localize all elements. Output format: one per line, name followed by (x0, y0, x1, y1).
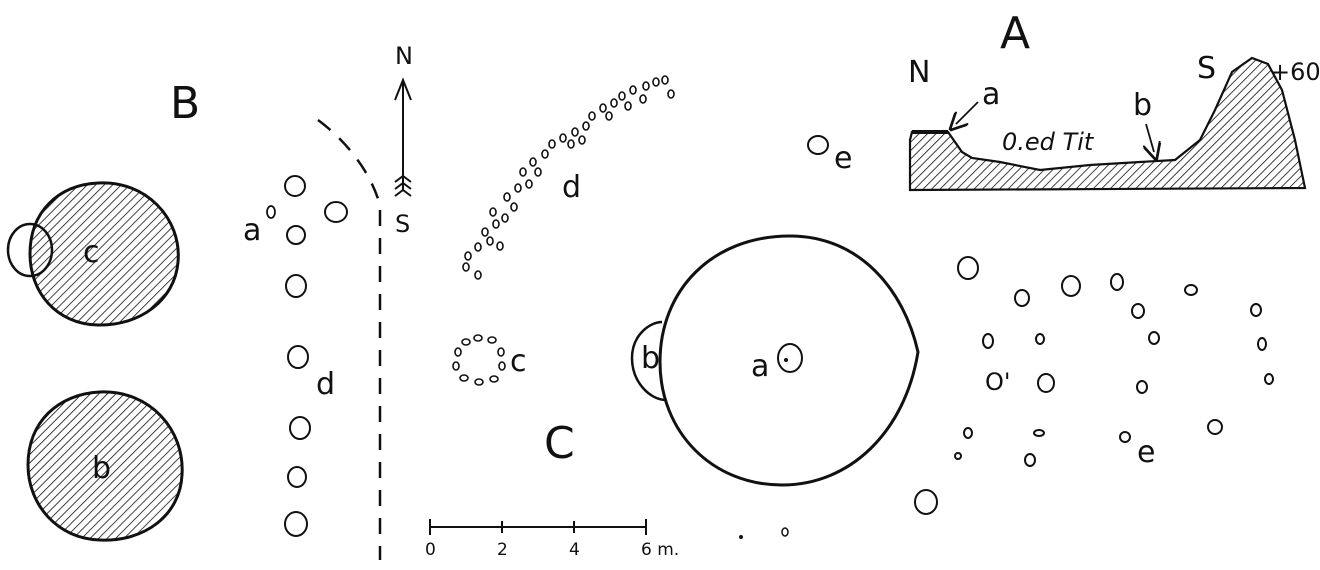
mound-c-label: c (83, 235, 100, 270)
profile-a-arrow (956, 101, 979, 124)
scale-tick-4: 4 (569, 540, 580, 560)
scale-bar: 0 2 4 6 m. (425, 519, 679, 560)
field-o-label: O' (985, 368, 1011, 396)
stone-ring-c (452, 334, 506, 386)
profile-b-label: b (1133, 88, 1152, 123)
profile-north-label: N (908, 55, 930, 90)
arc-d-label: d (562, 170, 581, 205)
profile-south-label: S (1197, 51, 1216, 86)
annex-b (630, 320, 667, 402)
figure-a-letter: A (1000, 8, 1030, 59)
point-a-label: a (243, 213, 261, 248)
scale-tick-6: 6 m. (641, 540, 679, 560)
marker-e (807, 135, 829, 155)
figure-c: d c C b a e (452, 75, 920, 539)
north-arrow: N S (394, 42, 413, 238)
point-a-marker (266, 205, 276, 219)
stone-row-d (284, 175, 348, 537)
mound-a (658, 234, 920, 487)
profile-a-label: a (982, 77, 1000, 112)
marker-e-label: e (834, 141, 852, 176)
small-stone (781, 527, 789, 537)
figure-c-letter: C (544, 418, 575, 469)
profile-b-arrow (1146, 123, 1154, 152)
mound-a-label: a (751, 349, 769, 384)
river-label: 0.ed Tit (1002, 128, 1095, 156)
mound-a-center-dot (784, 358, 788, 362)
mound-b-label: b (92, 451, 111, 486)
stone-arc-d (462, 75, 675, 280)
stone-field (914, 256, 1274, 515)
annex-b-label: b (641, 341, 660, 376)
compass-south-label: S (395, 210, 410, 238)
terrain-profile (908, 56, 1307, 192)
compass-north-label: N (395, 42, 413, 70)
figure-b: B c b a d (6, 78, 382, 560)
field-e-label: e (1137, 435, 1155, 470)
figure-a: A N S +60 a b 0.ed Tit (908, 8, 1320, 192)
scale-tick-2: 2 (497, 540, 508, 560)
row-d-label: d (316, 367, 335, 402)
mound-a-center-stone (777, 343, 803, 373)
mound-b (26, 390, 184, 542)
mound-c (28, 181, 180, 327)
ring-c-label: c (510, 344, 527, 379)
small-dot (739, 535, 743, 539)
figure-b-letter: B (170, 78, 200, 129)
dashed-boundary-line (317, 118, 382, 560)
scale-tick-0: 0 (425, 540, 436, 560)
